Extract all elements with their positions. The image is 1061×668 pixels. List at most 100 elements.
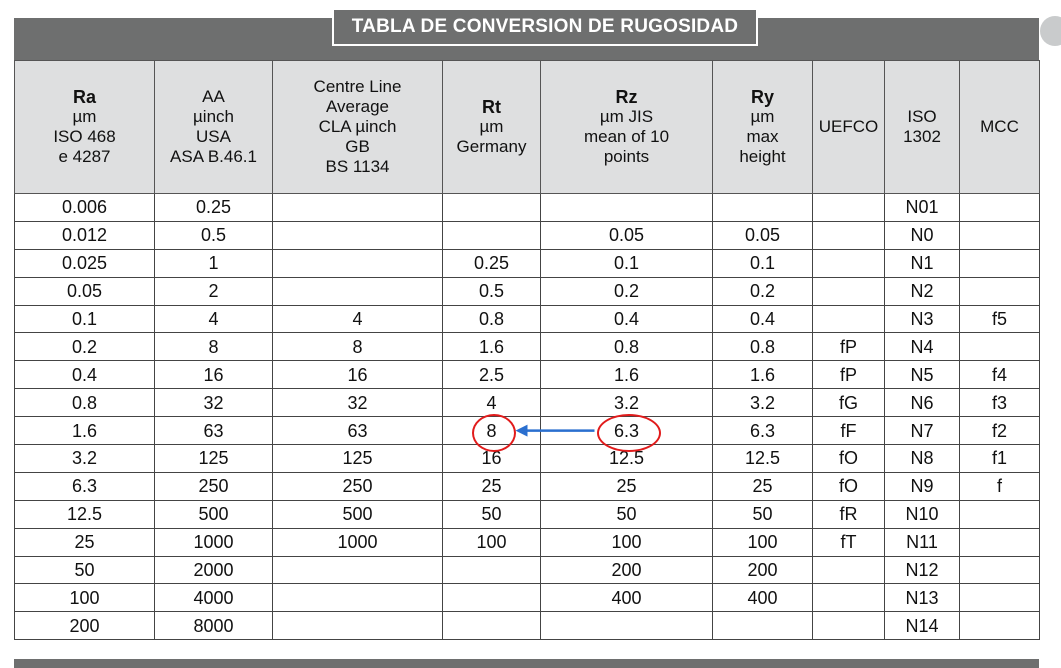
cell-aa: 0.25 (154, 193, 273, 222)
highlight-circle (596, 413, 661, 452)
header-aa: AA µinch USA ASA B.46.1 (154, 60, 273, 194)
cell-uefco: fF (812, 416, 885, 446)
header-line: points (603, 147, 650, 166)
highlight-circle (471, 413, 516, 452)
header-line: mean of 10 (583, 127, 670, 146)
header-line: Average (325, 97, 389, 116)
cell-cla: 63 (272, 416, 443, 446)
header-line: ISO 468 (53, 127, 116, 146)
cell-aa: 8 (154, 332, 273, 362)
header-line: USA (196, 127, 231, 146)
cell-aa: 0.5 (154, 220, 273, 250)
header-uefco: UEFCO (812, 60, 885, 194)
cell-ra: 6.3 (14, 471, 155, 501)
cell-rz: 400 (540, 583, 713, 613)
header-line: µm JIS (599, 107, 654, 126)
cell-cla (272, 583, 443, 613)
header-mcc: MCC (959, 60, 1040, 194)
cell-iso-1302: N6 (884, 388, 960, 418)
cell-cla: 1000 (272, 527, 443, 557)
cell-iso-1302: N10 (884, 499, 960, 529)
cell-aa: 250 (154, 471, 273, 501)
cell-ry: 0.4 (712, 304, 813, 334)
cell-rt (442, 611, 541, 641)
cell-iso-1302: N0 (884, 220, 960, 250)
cell-iso-1302: N5 (884, 360, 960, 390)
header-line: CLA µinch (318, 117, 397, 136)
header-line: Centre Line (313, 77, 402, 96)
header-line: µinch (193, 107, 234, 126)
cell-cla: 16 (272, 360, 443, 390)
cell-mcc: f2 (959, 416, 1040, 446)
cell-rz: 0.05 (540, 220, 713, 250)
header-symbol: Ry (750, 87, 774, 107)
header-line: AA (202, 87, 225, 106)
table-row: 0.4 16 16 2.5 1.6 1.6 fP N5 f4 (14, 360, 1040, 390)
header-line: UEFCO (818, 117, 879, 136)
header-line: µm (750, 107, 775, 126)
cell-aa: 2000 (154, 555, 273, 585)
cell-rt (442, 220, 541, 250)
header-symbol: Rt (482, 97, 501, 117)
cell-mcc (959, 611, 1040, 641)
cell-mcc: f4 (959, 360, 1040, 390)
cell-aa: 63 (154, 416, 273, 446)
cell-iso-1302: N2 (884, 276, 960, 306)
header-line: µm (479, 117, 504, 136)
header-line: ISO (907, 107, 937, 126)
cell-ry: 0.2 (712, 276, 813, 306)
header-line: Germany (456, 137, 527, 156)
cell-rz: 0.8 (540, 332, 713, 362)
table-body: 0.006 0.25 N01 0.012 0.5 0.05 0.05 N0 0.025 1 0.25… (14, 193, 1040, 641)
table-row: 25 1000 1000 100 100 100 fT N11 (14, 527, 1040, 557)
cell-cla: 125 (272, 444, 443, 473)
cell-uefco (812, 611, 885, 641)
cell-ry: 0.8 (712, 332, 813, 362)
header-row: Ra µm ISO 468 e 4287 AA µinch USA ASA B.46.1 Cen… (14, 60, 1040, 194)
cell-iso-1302: N3 (884, 304, 960, 334)
cell-rz: 25 (540, 471, 713, 501)
cell-ra: 25 (14, 527, 155, 557)
cell-uefco (812, 583, 885, 613)
table-row: 0.8 32 32 4 3.2 3.2 fG N6 f3 (14, 388, 1040, 418)
header-cla: Centre Line Average CLA µinch GB BS 1134 (272, 60, 443, 194)
cell-uefco: fT (812, 527, 885, 557)
header-line: µm (72, 107, 97, 126)
cell-cla (272, 611, 443, 641)
header-line: max (746, 127, 779, 146)
header-line: 1302 (903, 127, 941, 146)
header-line: MCC (980, 117, 1019, 136)
cell-rt: 2.5 (442, 360, 541, 390)
header-iso-1302: ISO 1302 (884, 60, 960, 194)
table-row: 200 8000 N14 (14, 611, 1040, 641)
cell-aa: 16 (154, 360, 273, 390)
cell-uefco: fO (812, 471, 885, 501)
header-line: e 4287 (58, 147, 111, 166)
cell-ry: 1.6 (712, 360, 813, 390)
cell-mcc (959, 583, 1040, 613)
header-ry: Ry µm max height (712, 60, 813, 194)
header-rz: Rz µm JIS mean of 10 points (540, 60, 713, 194)
cell-mcc (959, 499, 1040, 529)
cell-rt: 0.8 (442, 304, 541, 334)
header-line: GB (345, 137, 370, 156)
cell-ry: 3.2 (712, 388, 813, 418)
table-row: 0.05 2 0.5 0.2 0.2 N2 (14, 276, 1040, 306)
cell-ry: 6.3 (712, 416, 813, 446)
cell-iso-1302: N01 (884, 193, 960, 222)
cell-ra: 0.05 (14, 276, 155, 306)
corner-decoration (1040, 16, 1061, 46)
table-title: TABLA DE CONVERSION DE RUGOSIDAD (332, 8, 758, 46)
cell-rz (540, 611, 713, 641)
table-row: 0.006 0.25 N01 (14, 193, 1040, 222)
cell-iso-1302: N9 (884, 471, 960, 501)
header-line: BS 1134 (325, 157, 390, 176)
cell-uefco: fG (812, 388, 885, 418)
cell-rt: 1.6 (442, 332, 541, 362)
cell-ry (712, 611, 813, 641)
table-row: 0.012 0.5 0.05 0.05 N0 (14, 220, 1040, 250)
header-symbol: Ra (72, 87, 96, 107)
cell-aa: 32 (154, 388, 273, 418)
cell-ry: 100 (712, 527, 813, 557)
